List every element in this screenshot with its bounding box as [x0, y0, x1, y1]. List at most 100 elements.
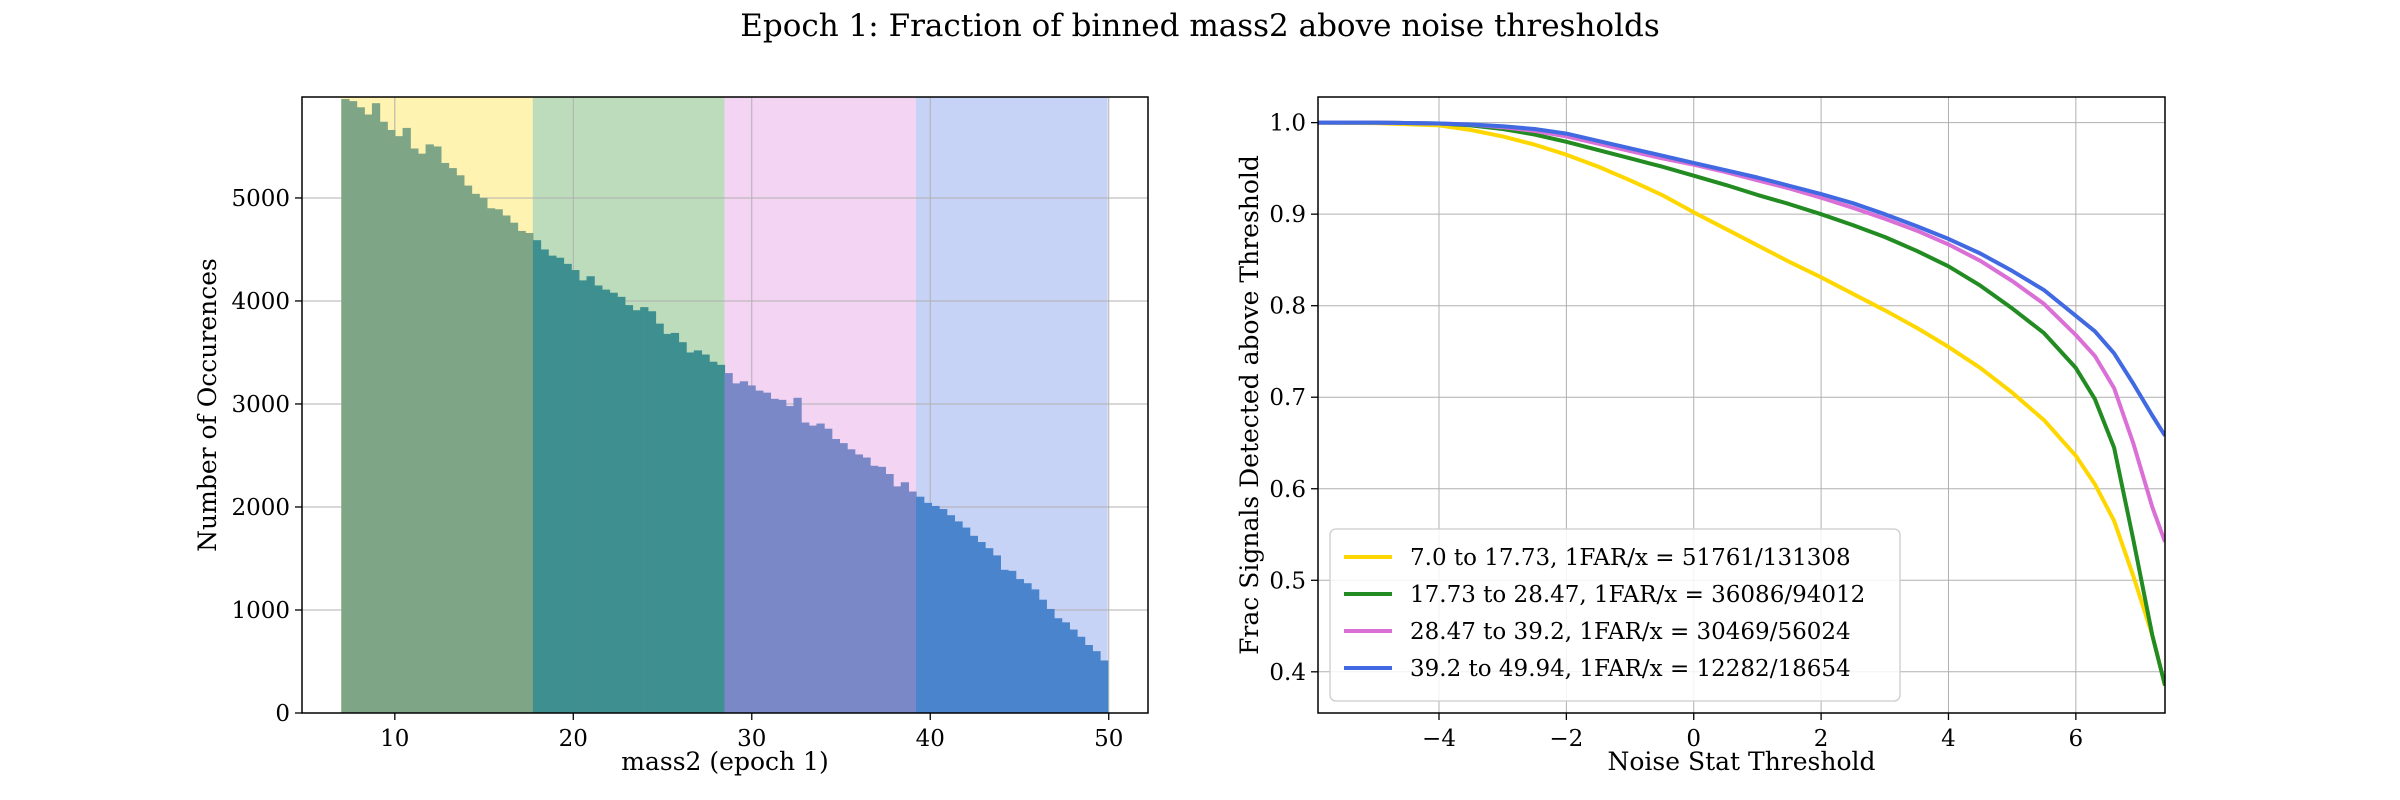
- x-tick-label: −4: [1422, 726, 1456, 752]
- histogram-bar: [847, 449, 856, 713]
- x-tick-label: 40: [916, 726, 945, 752]
- histogram-bar: [1015, 579, 1024, 713]
- line-chart-plot-frame: [1317, 96, 2166, 714]
- y-tick-label: 0.4: [1269, 660, 1306, 686]
- histogram-bar: [893, 486, 902, 713]
- histogram-bar: [494, 209, 503, 713]
- histogram-bar: [686, 352, 695, 713]
- histogram-bar: [433, 146, 442, 713]
- histogram-bar: [954, 521, 963, 713]
- histogram-bar: [755, 390, 764, 713]
- histogram-bar: [939, 509, 948, 713]
- histogram-bar: [609, 292, 618, 713]
- histogram-bar: [387, 129, 396, 714]
- x-tick-label: 2: [1814, 726, 1829, 752]
- histogram-bar: [923, 502, 932, 713]
- histogram-bar: [931, 505, 940, 713]
- histogram-bar: [701, 354, 710, 713]
- histogram-bar: [379, 121, 388, 713]
- histogram-bar: [824, 428, 833, 713]
- histogram-bar: [877, 466, 887, 713]
- histogram-bar: [1054, 618, 1063, 713]
- x-tick-label: 20: [559, 726, 588, 752]
- histogram-bar: [916, 496, 925, 713]
- x-tick-label: 0: [1686, 726, 1701, 752]
- histogram-bar: [555, 257, 565, 713]
- histogram-bar: [601, 289, 611, 713]
- histogram-bar: [463, 185, 473, 713]
- histogram-bar: [624, 305, 634, 713]
- histogram-bar: [479, 197, 488, 713]
- histogram-bar: [456, 175, 465, 714]
- histogram-y-axis-label: Number of Occurences: [193, 258, 222, 552]
- legend-label-2: 28.47 to 39.2, 1FAR/x = 30469/56024: [1410, 619, 1851, 645]
- x-tick-label: 50: [1094, 726, 1123, 752]
- histogram-bars: [341, 99, 1109, 714]
- histogram-bar: [778, 399, 787, 713]
- histogram-bar: [448, 168, 457, 714]
- series-line-2: [1318, 120, 2165, 543]
- histogram-bar: [854, 454, 864, 713]
- histogram-bar: [640, 307, 649, 713]
- histogram-bar: [594, 285, 603, 713]
- histogram-bar: [586, 276, 595, 713]
- series-line-3: [1318, 120, 2165, 437]
- histogram-bar: [1069, 629, 1078, 713]
- histogram-bar: [425, 144, 434, 713]
- y-tick-label: 1000: [231, 598, 290, 624]
- histogram-bar: [647, 311, 657, 713]
- histogram-bar: [1099, 660, 1109, 713]
- y-tick-label: 0.8: [1269, 294, 1306, 320]
- histogram-bar: [525, 232, 534, 713]
- x-tick-label: −2: [1549, 726, 1583, 752]
- histogram-bar: [739, 381, 749, 713]
- y-tick-label: 0.5: [1269, 568, 1306, 594]
- y-tick-label: 0: [275, 701, 290, 727]
- histogram-bar: [908, 491, 917, 713]
- histogram-bar: [870, 465, 879, 713]
- histogram-bar: [969, 535, 978, 713]
- histogram-bar: [402, 127, 411, 713]
- histogram-bar: [655, 323, 664, 713]
- histogram-bar: [617, 296, 626, 713]
- y-tick-label: 2000: [231, 495, 290, 521]
- histogram-bar: [417, 153, 427, 713]
- histogram-bar: [693, 350, 703, 713]
- histogram-bar: [885, 474, 894, 713]
- histogram-bar: [563, 263, 572, 713]
- y-tick-label: 3000: [231, 392, 290, 418]
- x-tick-label: 4: [1941, 726, 1956, 752]
- histogram-bar: [371, 103, 381, 713]
- histogram-bar: [678, 342, 687, 713]
- legend-label-1: 17.73 to 28.47, 1FAR/x = 36086/94012: [1410, 582, 1865, 608]
- histogram-bar: [900, 482, 909, 713]
- histogram-bar: [770, 398, 779, 713]
- histogram-bar: [509, 222, 519, 713]
- x-tick-label: 6: [2069, 726, 2084, 752]
- histogram-bar: [486, 208, 496, 713]
- histogram-bar: [801, 422, 810, 713]
- histogram-bar: [502, 215, 511, 713]
- legend-box: [1329, 528, 1901, 702]
- histogram-bar: [663, 333, 672, 713]
- histogram-bar: [762, 392, 772, 713]
- histogram-bar: [716, 364, 726, 713]
- histogram-bar: [356, 107, 365, 713]
- legend-label-3: 39.2 to 49.94, 1FAR/x = 12282/18654: [1410, 656, 1851, 682]
- histogram-bar: [540, 249, 549, 714]
- histogram-bar: [440, 162, 450, 714]
- y-tick-label: 5000: [231, 186, 290, 212]
- histogram-bar: [724, 373, 733, 713]
- histogram-bar: [1077, 636, 1086, 713]
- histogram-bar: [1023, 583, 1032, 713]
- histogram-bar: [394, 136, 404, 714]
- histogram-bar: [578, 280, 588, 713]
- figure-title: Epoch 1: Fraction of binned mass2 above …: [740, 8, 1660, 44]
- y-tick-label: 0.9: [1269, 202, 1306, 228]
- histogram-bar: [839, 443, 848, 713]
- histogram-bar: [1038, 599, 1047, 713]
- histogram-bar: [471, 193, 480, 713]
- histogram-panel: 10 20 30 40 50 0 1000 2000 3000 4000 5000 mass2 (…: [193, 96, 1149, 776]
- histogram-bar: [410, 148, 419, 714]
